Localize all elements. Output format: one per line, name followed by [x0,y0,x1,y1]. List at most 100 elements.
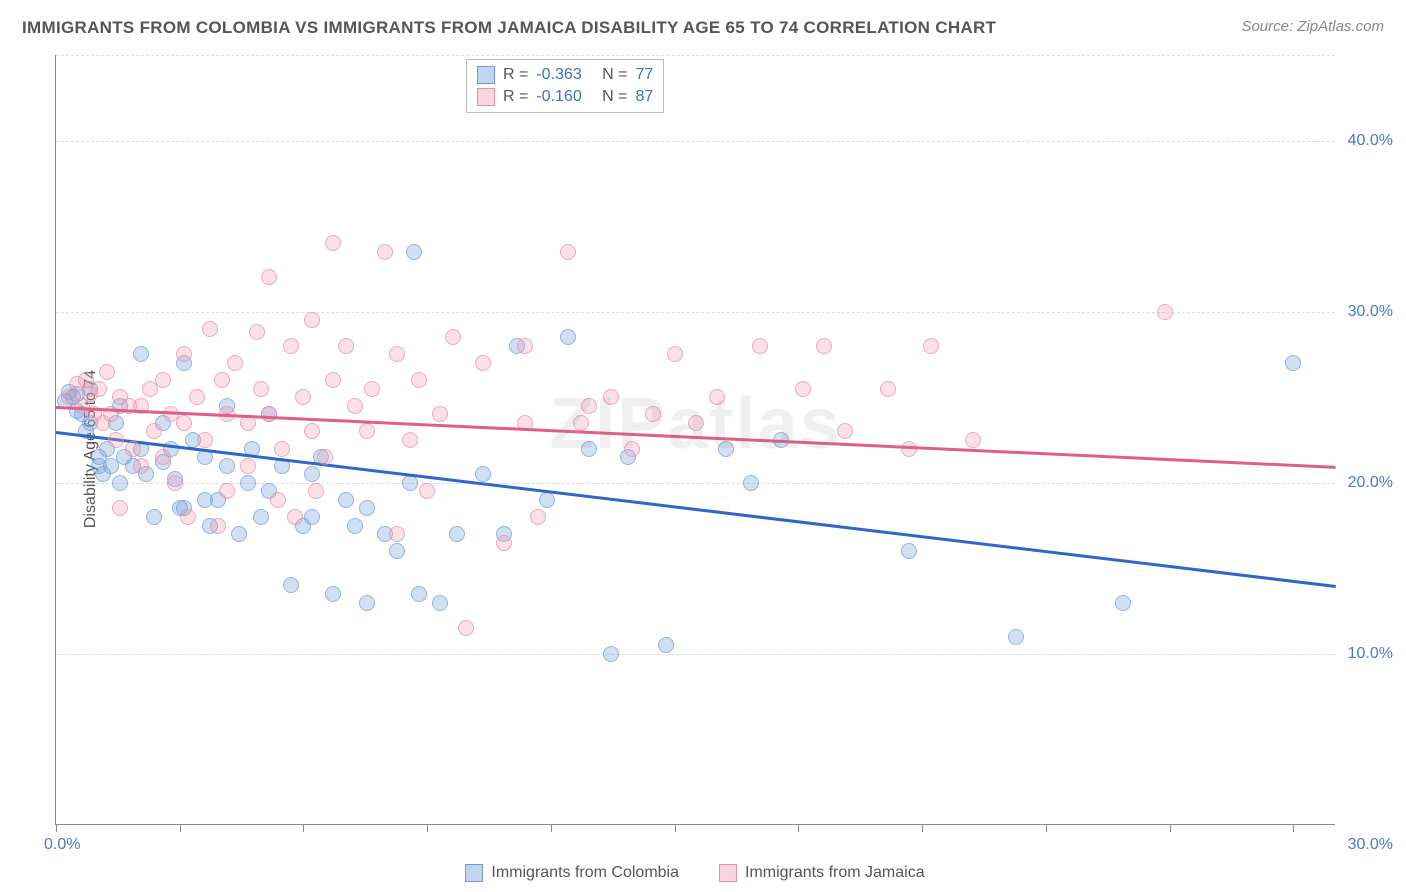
x-tick [675,824,676,832]
data-point [1157,304,1173,320]
data-point [752,338,768,354]
data-point [377,244,393,260]
data-point [901,543,917,559]
data-point [624,441,640,457]
data-point [197,432,213,448]
chart-plot-area: ZIPatlas R = -0.363 N = 77 R = -0.160 N … [55,55,1335,825]
data-point [270,492,286,508]
data-point [688,415,704,431]
data-point [658,637,674,653]
legend-label: Immigrants from Colombia [491,864,679,882]
gridline [56,55,1335,56]
data-point [743,475,759,491]
data-point [304,466,320,482]
stats-legend: R = -0.363 N = 77 R = -0.160 N = 87 [466,59,664,113]
data-point [359,500,375,516]
n-value: 77 [636,66,654,84]
data-point [359,423,375,439]
data-point [304,509,320,525]
data-point [176,346,192,362]
data-point [389,543,405,559]
stats-row-jamaica: R = -0.160 N = 87 [477,86,653,108]
data-point [445,329,461,345]
data-point [645,406,661,422]
y-tick-label: 20.0% [1348,474,1393,492]
data-point [146,423,162,439]
legend-item-colombia: Immigrants from Colombia [465,864,679,882]
data-point [146,509,162,525]
data-point [347,518,363,534]
data-point [667,346,683,362]
data-point [560,329,576,345]
x-tick [551,824,552,832]
data-point [274,441,290,457]
data-point [176,415,192,431]
gridline [56,654,1335,655]
data-point [364,381,380,397]
data-point [214,372,230,388]
data-point [347,398,363,414]
data-point [219,458,235,474]
data-point [133,346,149,362]
data-point [411,372,427,388]
data-point [155,372,171,388]
data-point [112,475,128,491]
data-point [923,338,939,354]
data-point [1285,355,1301,371]
stats-row-colombia: R = -0.363 N = 77 [477,64,653,86]
swatch-icon [477,88,495,106]
y-tick-label: 10.0% [1348,645,1393,663]
data-point [227,355,243,371]
x-tick [427,824,428,832]
n-label: N = [602,66,627,84]
data-point [325,235,341,251]
x-tick [1046,824,1047,832]
data-point [709,389,725,405]
legend-label: Immigrants from Jamaica [745,864,925,882]
data-point [496,535,512,551]
gridline [56,141,1335,142]
x-tick [922,824,923,832]
r-value: -0.160 [536,88,581,106]
data-point [202,321,218,337]
y-tick-label: 40.0% [1348,132,1393,150]
data-point [475,355,491,371]
data-point [795,381,811,397]
data-point [816,338,832,354]
data-point [530,509,546,525]
source-label: Source: ZipAtlas.com [1241,18,1384,35]
data-point [402,432,418,448]
data-point [338,492,354,508]
data-point [304,312,320,328]
data-point [359,595,375,611]
r-value: -0.363 [536,66,581,84]
data-point [283,577,299,593]
x-tick [1293,824,1294,832]
legend-item-jamaica: Immigrants from Jamaica [719,864,925,882]
data-point [210,518,226,534]
data-point [338,338,354,354]
data-point [419,483,435,499]
data-point [581,398,597,414]
data-point [449,526,465,542]
data-point [283,338,299,354]
data-point [560,244,576,260]
r-label: R = [503,66,528,84]
data-point [458,620,474,636]
data-point [253,509,269,525]
data-point [261,406,277,422]
swatch-icon [477,66,495,84]
data-point [240,475,256,491]
data-point [108,432,124,448]
data-point [231,526,247,542]
data-point [167,475,183,491]
data-point [304,423,320,439]
data-point [432,406,448,422]
data-point [402,475,418,491]
swatch-icon [719,864,737,882]
n-value: 87 [636,88,654,106]
gridline [56,312,1335,313]
data-point [603,646,619,662]
x-tick [56,824,57,832]
data-point [253,381,269,397]
